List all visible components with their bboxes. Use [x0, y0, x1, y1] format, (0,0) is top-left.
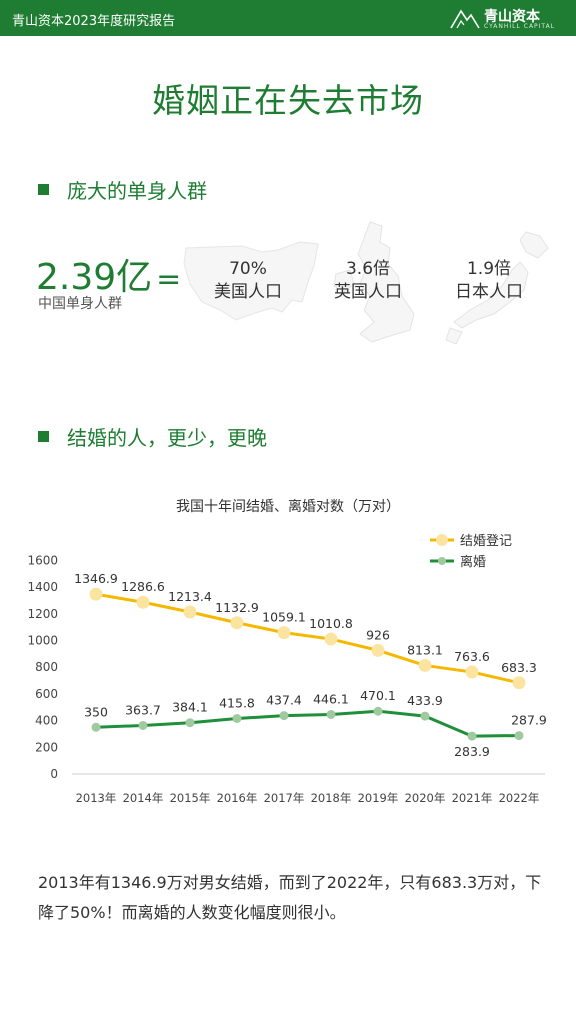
- comparison-value: 3.6倍: [345, 259, 391, 279]
- y-tick-label: 1200: [27, 607, 58, 621]
- marriage-divorce-line-chart: 0 200 400 600 800 1000 1200 1400 1600 2013年 2014年 2…: [27, 534, 547, 805]
- divorce-data-point: [373, 706, 383, 716]
- marriage-data-label: 1286.6: [121, 579, 165, 594]
- y-tick-label: 1000: [27, 634, 58, 648]
- divorce-data-label: 363.7: [125, 702, 161, 717]
- singles-stat-value: 2.39亿: [36, 257, 153, 298]
- marriage-data-label: 683.3: [501, 660, 537, 675]
- x-tick-label: 2018年: [311, 791, 352, 805]
- comparison-label: 日本人口: [455, 282, 523, 302]
- divorce-series-line: [95, 709, 520, 738]
- marriage-series-line: [95, 592, 520, 685]
- x-tick-label: 2019年: [358, 791, 399, 805]
- page-title: 婚姻正在失去市场: [152, 81, 424, 120]
- x-tick-label: 2020年: [405, 791, 446, 805]
- comparison-value: 1.9倍: [466, 259, 512, 279]
- comparison-usa: 70% 美国人口: [193, 258, 303, 304]
- divorce-data-point: [91, 722, 101, 732]
- divorce-data-label: 470.1: [360, 688, 396, 703]
- marriage-data-label: 1132.9: [215, 600, 259, 615]
- y-tick-label: 1400: [27, 580, 58, 594]
- marriage-data-point: [277, 626, 291, 640]
- marriage-data-point: [183, 605, 197, 619]
- report-title: 青山资本2023年度研究报告: [12, 14, 176, 29]
- marriage-data-point: [230, 616, 244, 630]
- divorce-data-point: [138, 720, 148, 730]
- comparison-japan: 1.9倍 日本人口: [434, 258, 544, 304]
- legend-marker-marriage: [436, 534, 448, 546]
- divorce-data-point: [185, 718, 195, 728]
- y-tick-label: 800: [35, 660, 58, 674]
- singles-stat-label: 中国单身人群: [38, 296, 122, 312]
- divorce-data-label: 437.4: [266, 693, 302, 708]
- y-tick-label: 0: [50, 767, 58, 781]
- singles-stat: 2.39亿 =: [36, 248, 181, 300]
- x-tick-label: 2016年: [217, 791, 258, 805]
- section-title: 结婚的人，更少，更晚: [67, 426, 267, 450]
- comparison-uk: 3.6倍 英国人口: [313, 258, 423, 304]
- y-tick-label: 1600: [27, 553, 58, 567]
- legend-label-marriage: 结婚登记: [460, 534, 512, 549]
- y-tick-label: 400: [35, 714, 58, 728]
- divorce-data-label: 350: [84, 704, 108, 719]
- square-bullet-icon: [38, 431, 49, 442]
- divorce-data-point: [326, 709, 336, 719]
- usa-map-icon: [183, 241, 319, 321]
- section-title: 庞大的单身人群: [67, 179, 207, 203]
- divorce-data-label: 384.1: [172, 700, 208, 715]
- marriage-data-point: [89, 587, 103, 601]
- brand-subtitle: CYANHILL CAPITAL: [484, 23, 556, 30]
- marriage-data-point: [512, 676, 526, 690]
- marriage-data-point: [371, 643, 385, 657]
- uk-map-icon: [333, 221, 415, 343]
- marriage-data-label: 813.1: [407, 642, 443, 657]
- equals-sign: =: [156, 262, 182, 297]
- x-tick-label: 2015年: [170, 791, 211, 805]
- x-tick-label: 2017年: [264, 791, 305, 805]
- marriage-data-point: [418, 658, 432, 672]
- marriage-data-label: 763.6: [454, 649, 490, 664]
- x-tick-label: 2022年: [499, 791, 540, 805]
- comparison-label: 美国人口: [214, 282, 282, 302]
- x-tick-label: 2014年: [123, 791, 164, 805]
- marriage-data-label: 1213.4: [168, 589, 212, 604]
- marriage-data-point: [324, 632, 338, 646]
- marriage-data-label: 1010.8: [309, 616, 353, 631]
- section-heading-singles: 庞大的单身人群: [38, 175, 207, 204]
- divorce-data-label: 287.9: [511, 713, 547, 728]
- brand-logo: 青山资本 CYANHILL CAPITAL: [450, 5, 562, 31]
- legend-label-divorce: 离婚: [460, 554, 486, 570]
- divorce-data-point: [514, 731, 524, 741]
- divorce-data-point: [420, 711, 430, 721]
- chart-title: 我国十年间结婚、离婚对数（万对）: [176, 499, 400, 515]
- brand-name: 青山资本: [484, 9, 540, 25]
- marriage-data-point: [136, 595, 150, 609]
- mountain-logo-icon: [450, 9, 480, 29]
- body-paragraph: 2013年有1346.9万对男女结婚，而到了2022年，只有683.3万对，下降…: [38, 873, 542, 922]
- divorce-data-point: [232, 713, 242, 723]
- divorce-data-point: [467, 731, 477, 741]
- japan-map-icon: [445, 231, 549, 345]
- marriage-data-label: 1346.9: [74, 571, 118, 586]
- comparison-label: 英国人口: [334, 282, 402, 302]
- divorce-data-label: 446.1: [313, 691, 349, 706]
- divorce-data-label: 283.9: [454, 744, 490, 759]
- y-tick-label: 200: [35, 740, 58, 754]
- x-tick-label: 2013年: [76, 791, 117, 805]
- marriage-data-point: [465, 665, 479, 679]
- divorce-data-label: 433.9: [407, 693, 443, 708]
- marriage-data-label: 1059.1: [262, 610, 306, 625]
- y-tick-label: 600: [35, 687, 58, 701]
- x-tick-label: 2021年: [452, 791, 493, 805]
- section-heading-marriage: 结婚的人，更少，更晚: [38, 422, 267, 451]
- marriage-data-label: 926: [366, 627, 390, 642]
- legend-marker-divorce: [438, 557, 446, 565]
- report-header: 青山资本2023年度研究报告 青山资本 CYANHILL CAPITAL: [0, 0, 576, 36]
- divorce-data-point: [279, 711, 289, 721]
- square-bullet-icon: [38, 184, 49, 195]
- comparison-value: 70%: [229, 259, 267, 279]
- divorce-data-label: 415.8: [219, 695, 255, 710]
